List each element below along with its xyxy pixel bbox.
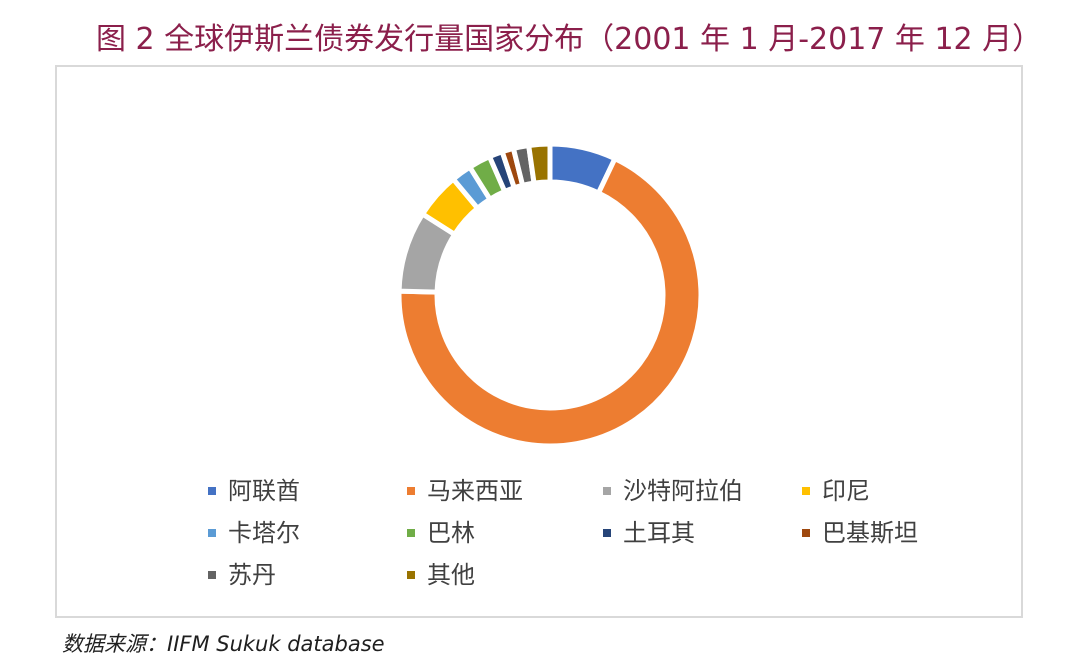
legend-item-土耳其: 土耳其 bbox=[603, 516, 695, 550]
legend-swatch bbox=[407, 571, 415, 579]
legend-item-其他: 其他 bbox=[407, 558, 475, 592]
legend-item-马来西亚: 马来西亚 bbox=[407, 474, 523, 508]
donut-chart bbox=[396, 141, 704, 449]
donut-slice-其他 bbox=[526, 141, 553, 186]
chart-legend: 阿联酋 马来西亚 沙特阿拉伯 印尼卡塔尔 巴林 土耳其 巴基斯坦苏丹 其他 bbox=[208, 474, 968, 604]
legend-label: 巴基斯坦 bbox=[822, 519, 918, 547]
legend-label: 其他 bbox=[427, 561, 475, 589]
legend-swatch bbox=[802, 487, 810, 495]
legend-swatch bbox=[208, 571, 216, 579]
legend-swatch bbox=[407, 487, 415, 495]
legend-label: 土耳其 bbox=[623, 519, 695, 547]
legend-swatch bbox=[603, 487, 611, 495]
legend-swatch bbox=[208, 529, 216, 537]
legend-label: 印尼 bbox=[822, 477, 870, 505]
donut-slice-马来西亚 bbox=[396, 156, 704, 449]
legend-item-印尼: 印尼 bbox=[802, 474, 870, 508]
legend-label: 马来西亚 bbox=[427, 477, 523, 505]
legend-item-卡塔尔: 卡塔尔 bbox=[208, 516, 300, 550]
legend-item-巴林: 巴林 bbox=[407, 516, 475, 550]
legend-label: 卡塔尔 bbox=[228, 519, 300, 547]
chart-title: 图 2 全球伊斯兰债券发行量国家分布（2001 年 1 月-2017 年 12 … bbox=[96, 22, 1043, 57]
legend-swatch bbox=[208, 487, 216, 495]
legend-label: 沙特阿拉伯 bbox=[623, 477, 743, 505]
legend-swatch bbox=[802, 529, 810, 537]
legend-label: 阿联酋 bbox=[228, 477, 300, 505]
legend-item-巴基斯坦: 巴基斯坦 bbox=[802, 516, 918, 550]
legend-item-沙特阿拉伯: 沙特阿拉伯 bbox=[603, 474, 743, 508]
legend-swatch bbox=[407, 529, 415, 537]
legend-label: 巴林 bbox=[427, 519, 475, 547]
legend-item-苏丹: 苏丹 bbox=[208, 558, 276, 592]
donut-slices bbox=[396, 141, 704, 449]
legend-item-阿联酋: 阿联酋 bbox=[208, 474, 300, 508]
legend-swatch bbox=[603, 529, 611, 537]
source-note: 数据来源：IIFM Sukuk database bbox=[62, 632, 385, 656]
legend-label: 苏丹 bbox=[228, 561, 276, 589]
